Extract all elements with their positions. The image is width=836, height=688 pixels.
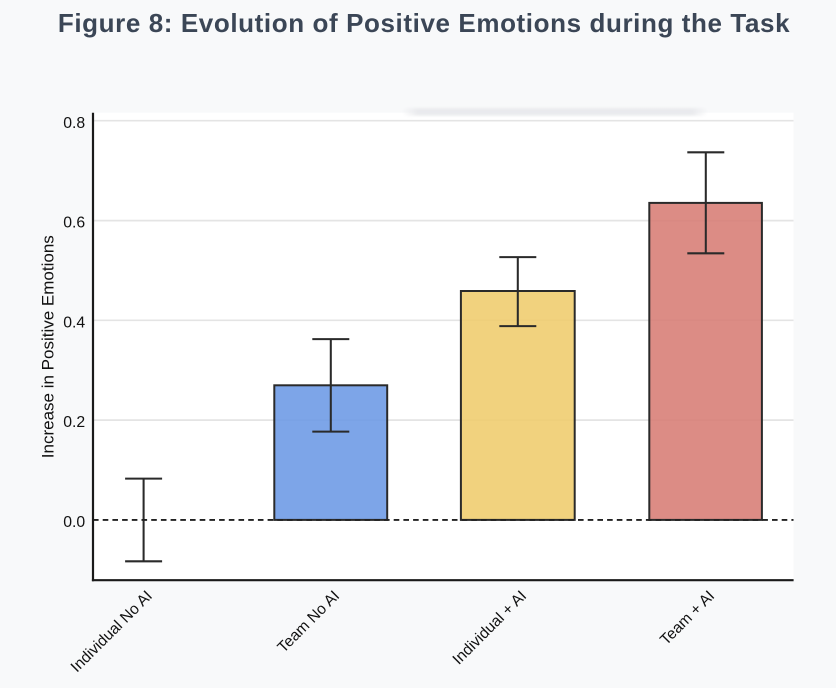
svg-text:0.2: 0.2 — [63, 414, 85, 431]
svg-text:0.8: 0.8 — [63, 115, 85, 132]
svg-text:Team No AI: Team No AI — [274, 588, 343, 657]
svg-text:Individual No AI: Individual No AI — [68, 588, 156, 676]
svg-text:0.4: 0.4 — [63, 314, 85, 331]
svg-text:0.0: 0.0 — [63, 514, 85, 531]
svg-text:Increase in Positive Emotions: Increase in Positive Emotions — [39, 235, 58, 458]
svg-text:0.6: 0.6 — [63, 215, 85, 232]
svg-text:Individual + AI: Individual + AI — [450, 588, 531, 669]
svg-text:Team + AI: Team + AI — [657, 588, 718, 649]
